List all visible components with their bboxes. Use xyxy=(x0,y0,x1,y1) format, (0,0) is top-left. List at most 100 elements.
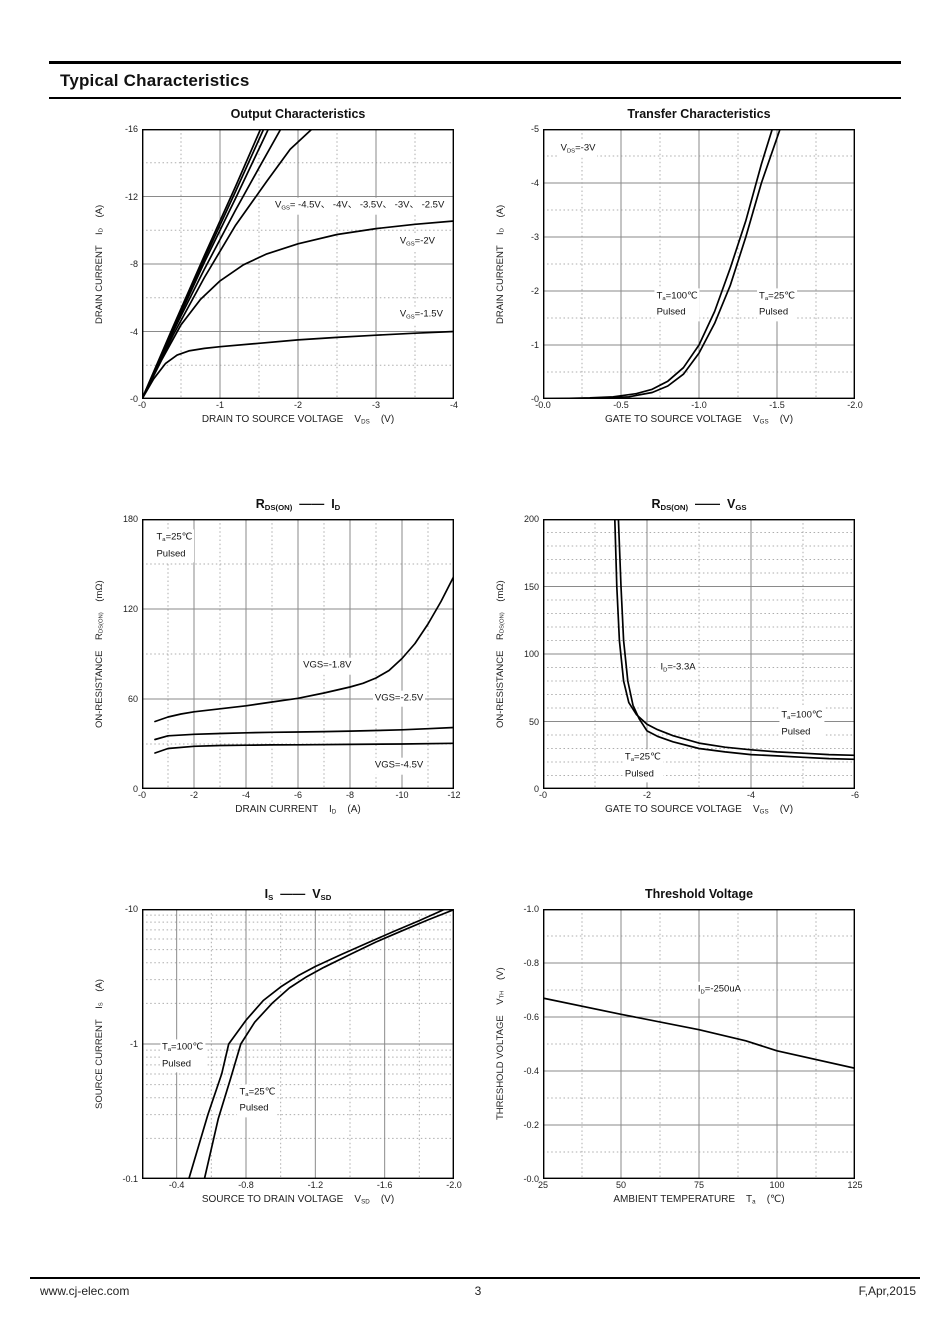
annotation: ID=-250uA xyxy=(695,981,743,999)
y-tick-label: -0.0 xyxy=(523,1174,539,1184)
x-tick-label: -2.0 xyxy=(446,1180,462,1190)
x-tick-label: -1 xyxy=(215,400,225,410)
annotation: VGS=-1.5V xyxy=(397,306,445,324)
x-axis-label: GATE TO SOURCE VOLTAGE VGS (V) xyxy=(604,804,794,816)
series-Ta-25C-Pulsed xyxy=(203,909,454,1179)
chart-title: RDS(ON) —— ID xyxy=(255,497,341,513)
y-axis-label: ON-RESISTANCE RDS(ON) (mΩ) xyxy=(495,580,506,728)
x-tick-label: -1.6 xyxy=(376,1180,393,1190)
annotation: VGS=-2V xyxy=(397,234,438,251)
x-tick-label: 100 xyxy=(769,1180,785,1190)
y-tick-label: -0.4 xyxy=(523,1066,539,1076)
x-tick-label: -1.2 xyxy=(307,1180,324,1190)
chart-rdson-vs-id: RDS(ON) —— ID ON-RESISTANCE RDS(ON) (mΩ) 1… xyxy=(94,496,461,816)
annotation: VGS=-2.5V xyxy=(372,690,426,707)
y-tick-label: 60 xyxy=(127,694,138,704)
y-tick-label: 200 xyxy=(523,514,539,524)
x-tick-label: 125 xyxy=(847,1180,863,1190)
series-VGS--2.5V xyxy=(154,726,454,741)
plot-area-threshold-voltage xyxy=(543,909,855,1179)
y-tick-label: -0 xyxy=(129,394,138,404)
chart-rdson-vs-vgs: RDS(ON) —— VGS ON-RESISTANCE RDS(ON) (mΩ)… xyxy=(495,496,859,816)
x-tick-label: -1.5 xyxy=(769,400,785,410)
annotation: VDS=-3V xyxy=(558,140,598,158)
y-tick-label: -8 xyxy=(129,259,138,269)
y-axis-label: THRESHOLD VOLTAGE VTH (V) xyxy=(495,967,506,1121)
series-VGS--1.8V xyxy=(154,575,454,723)
annotation: Ta=25℃ Pulsed xyxy=(154,529,195,563)
footer-revision: F,Apr,2015 xyxy=(858,1284,916,1298)
series-Ta-100C-Pulsed xyxy=(187,909,447,1179)
y-tick-label: 50 xyxy=(528,716,539,727)
y-tick-label: -1.0 xyxy=(523,904,539,914)
y-tick-label: -0.2 xyxy=(523,1120,539,1130)
x-tick-label: -12 xyxy=(447,790,461,800)
x-tick-label: -6 xyxy=(293,790,303,800)
series-VGS--2.5V xyxy=(142,129,313,399)
chart-title: Transfer Characteristics xyxy=(627,107,771,121)
y-tick-label: -3 xyxy=(530,232,539,242)
y-tick-label: -0 xyxy=(530,394,539,404)
y-tick-label: -4 xyxy=(129,326,138,337)
x-tick-label: -4 xyxy=(746,790,756,800)
x-tick-label: -0 xyxy=(137,400,147,410)
y-tick-label: -0.6 xyxy=(523,1012,539,1022)
y-tick-label: -10 xyxy=(124,904,138,914)
x-tick-label: -0.5 xyxy=(613,400,629,410)
footer-page-number: 3 xyxy=(474,1284,482,1298)
x-tick-label: -0 xyxy=(538,790,548,800)
page-footer: www.cj-elec.com 3 F,Apr,2015 xyxy=(30,1277,920,1298)
x-tick-label: -2 xyxy=(293,400,303,410)
annotation: Ta=100℃ Pulsed xyxy=(779,707,825,741)
plot-area-rdson-vs-id xyxy=(142,519,454,789)
x-tick-label: -0.8 xyxy=(238,1180,254,1190)
x-tick-label: -10 xyxy=(395,790,409,800)
chart-threshold-voltage: Threshold Voltage THRESHOLD VOLTAGE VTH (… xyxy=(495,886,863,1206)
y-tick-label: 0 xyxy=(533,784,539,794)
y-tick-label: -16 xyxy=(124,124,138,134)
annotation: Ta=100℃ Pulsed xyxy=(654,287,700,322)
x-tick-label: -0.4 xyxy=(168,1180,185,1190)
x-tick-label: -4 xyxy=(241,790,251,800)
footer-website: www.cj-elec.com xyxy=(40,1284,130,1298)
annotation: Ta=100℃ Pulsed xyxy=(159,1039,206,1073)
y-tick-label: -1 xyxy=(530,340,539,350)
chart-title: RDS(ON) —— VGS xyxy=(651,497,747,513)
chart-title: Output Characteristics xyxy=(230,107,366,121)
page-header: Typical Characteristics xyxy=(49,61,901,99)
x-tick-label: -3 xyxy=(371,400,381,410)
annotation: ID=-3.3A xyxy=(658,659,698,676)
x-tick-label: -6 xyxy=(850,790,860,800)
y-axis-label: DRAIN CURRENT ID (A) xyxy=(495,204,506,324)
x-tick-label: -1.0 xyxy=(691,400,707,410)
annotation: Ta=25℃ Pulsed xyxy=(622,749,663,783)
x-tick-label: -0 xyxy=(137,790,147,800)
annotation: Ta=25℃ Pulsed xyxy=(757,287,797,322)
plot-area-is-vs-vsd xyxy=(142,909,454,1179)
series-VGS--3V xyxy=(142,129,282,399)
series-Ta-25C-Pulsed xyxy=(543,129,781,399)
series-VTH-vs-Ta-at-ID--250uA xyxy=(543,997,855,1070)
y-tick-label: -12 xyxy=(124,191,138,202)
y-axis-label: ON-RESISTANCE RDS(ON) (mΩ) xyxy=(94,580,105,728)
x-axis-label: AMBIENT TEMPERATURE Ta (℃) xyxy=(613,1194,785,1206)
annotation: VGS=-1.8V xyxy=(301,657,354,675)
y-tick-label: 0 xyxy=(132,784,138,794)
series-Ta-25C-Pulsed xyxy=(617,519,855,761)
y-axis-label: DRAIN CURRENT ID (A) xyxy=(94,204,105,324)
page-title: Typical Characteristics xyxy=(60,71,250,90)
plot-area-rdson-vs-vgs xyxy=(543,519,855,789)
series-VGS--2V xyxy=(142,220,454,399)
x-tick-label: 25 xyxy=(537,1180,549,1190)
y-tick-label: 120 xyxy=(122,604,138,614)
annotation: VGS=-4.5V xyxy=(372,757,426,775)
x-axis-label: DRAIN CURRENT ID (A) xyxy=(235,804,361,816)
y-tick-label: 150 xyxy=(523,581,539,592)
series-Ta-100C-Pulsed xyxy=(613,519,855,757)
y-tick-label: -2 xyxy=(530,286,539,296)
plot-area-output-characteristics xyxy=(142,129,454,399)
x-tick-label: 50 xyxy=(615,1180,627,1190)
y-tick-label: 180 xyxy=(122,514,138,524)
series-VGS--1.5V xyxy=(142,330,454,399)
